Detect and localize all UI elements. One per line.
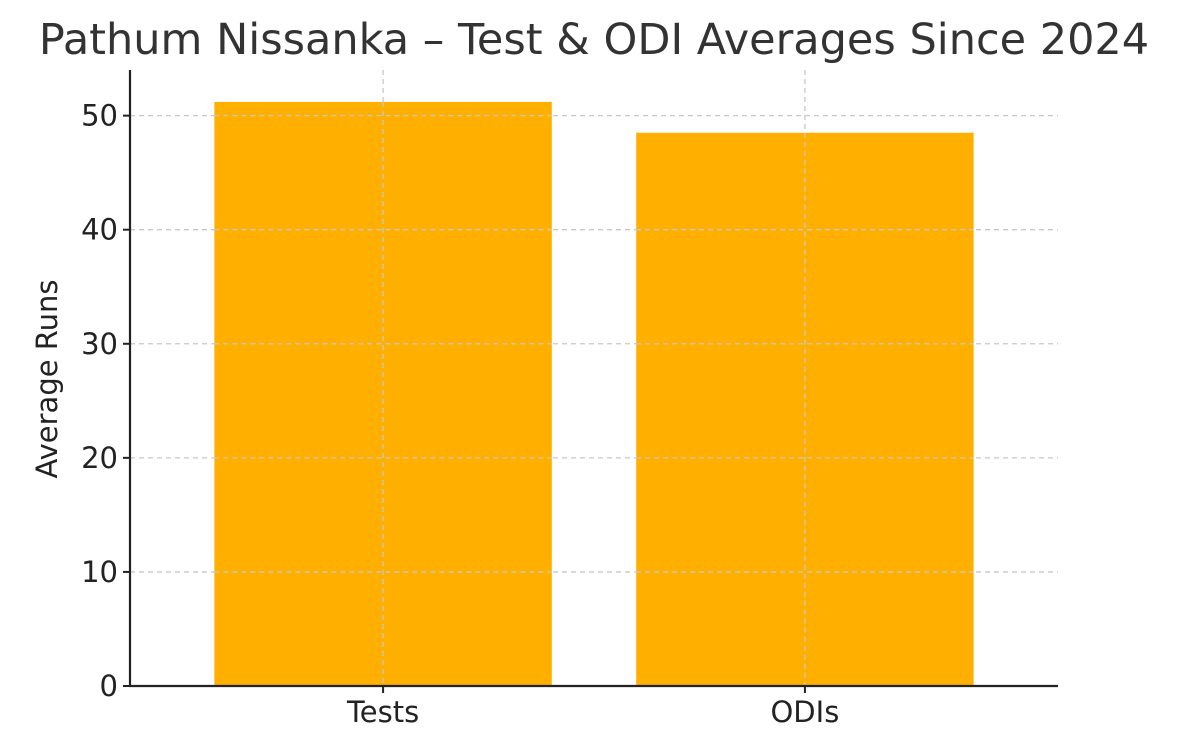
axes [128,70,1058,688]
chart-title: Pathum Nissanka – Test & ODI Averages Si… [39,15,1149,65]
y-ticks: 0 10 20 30 40 50 [81,99,130,703]
y-tick-label: 10 [81,555,118,589]
x-ticks: Tests ODIs [346,686,839,729]
bars [214,101,974,687]
y-tick-label: 40 [81,213,118,247]
y-tick-label: 20 [81,441,118,475]
y-tick-label: 30 [81,327,118,361]
y-tick-label: 0 [100,669,118,703]
x-tick-label: Tests [346,695,419,729]
y-tick-label: 50 [81,99,118,133]
y-axis-label: Average Runs [30,279,64,478]
x-tick-label: ODIs [770,695,839,729]
